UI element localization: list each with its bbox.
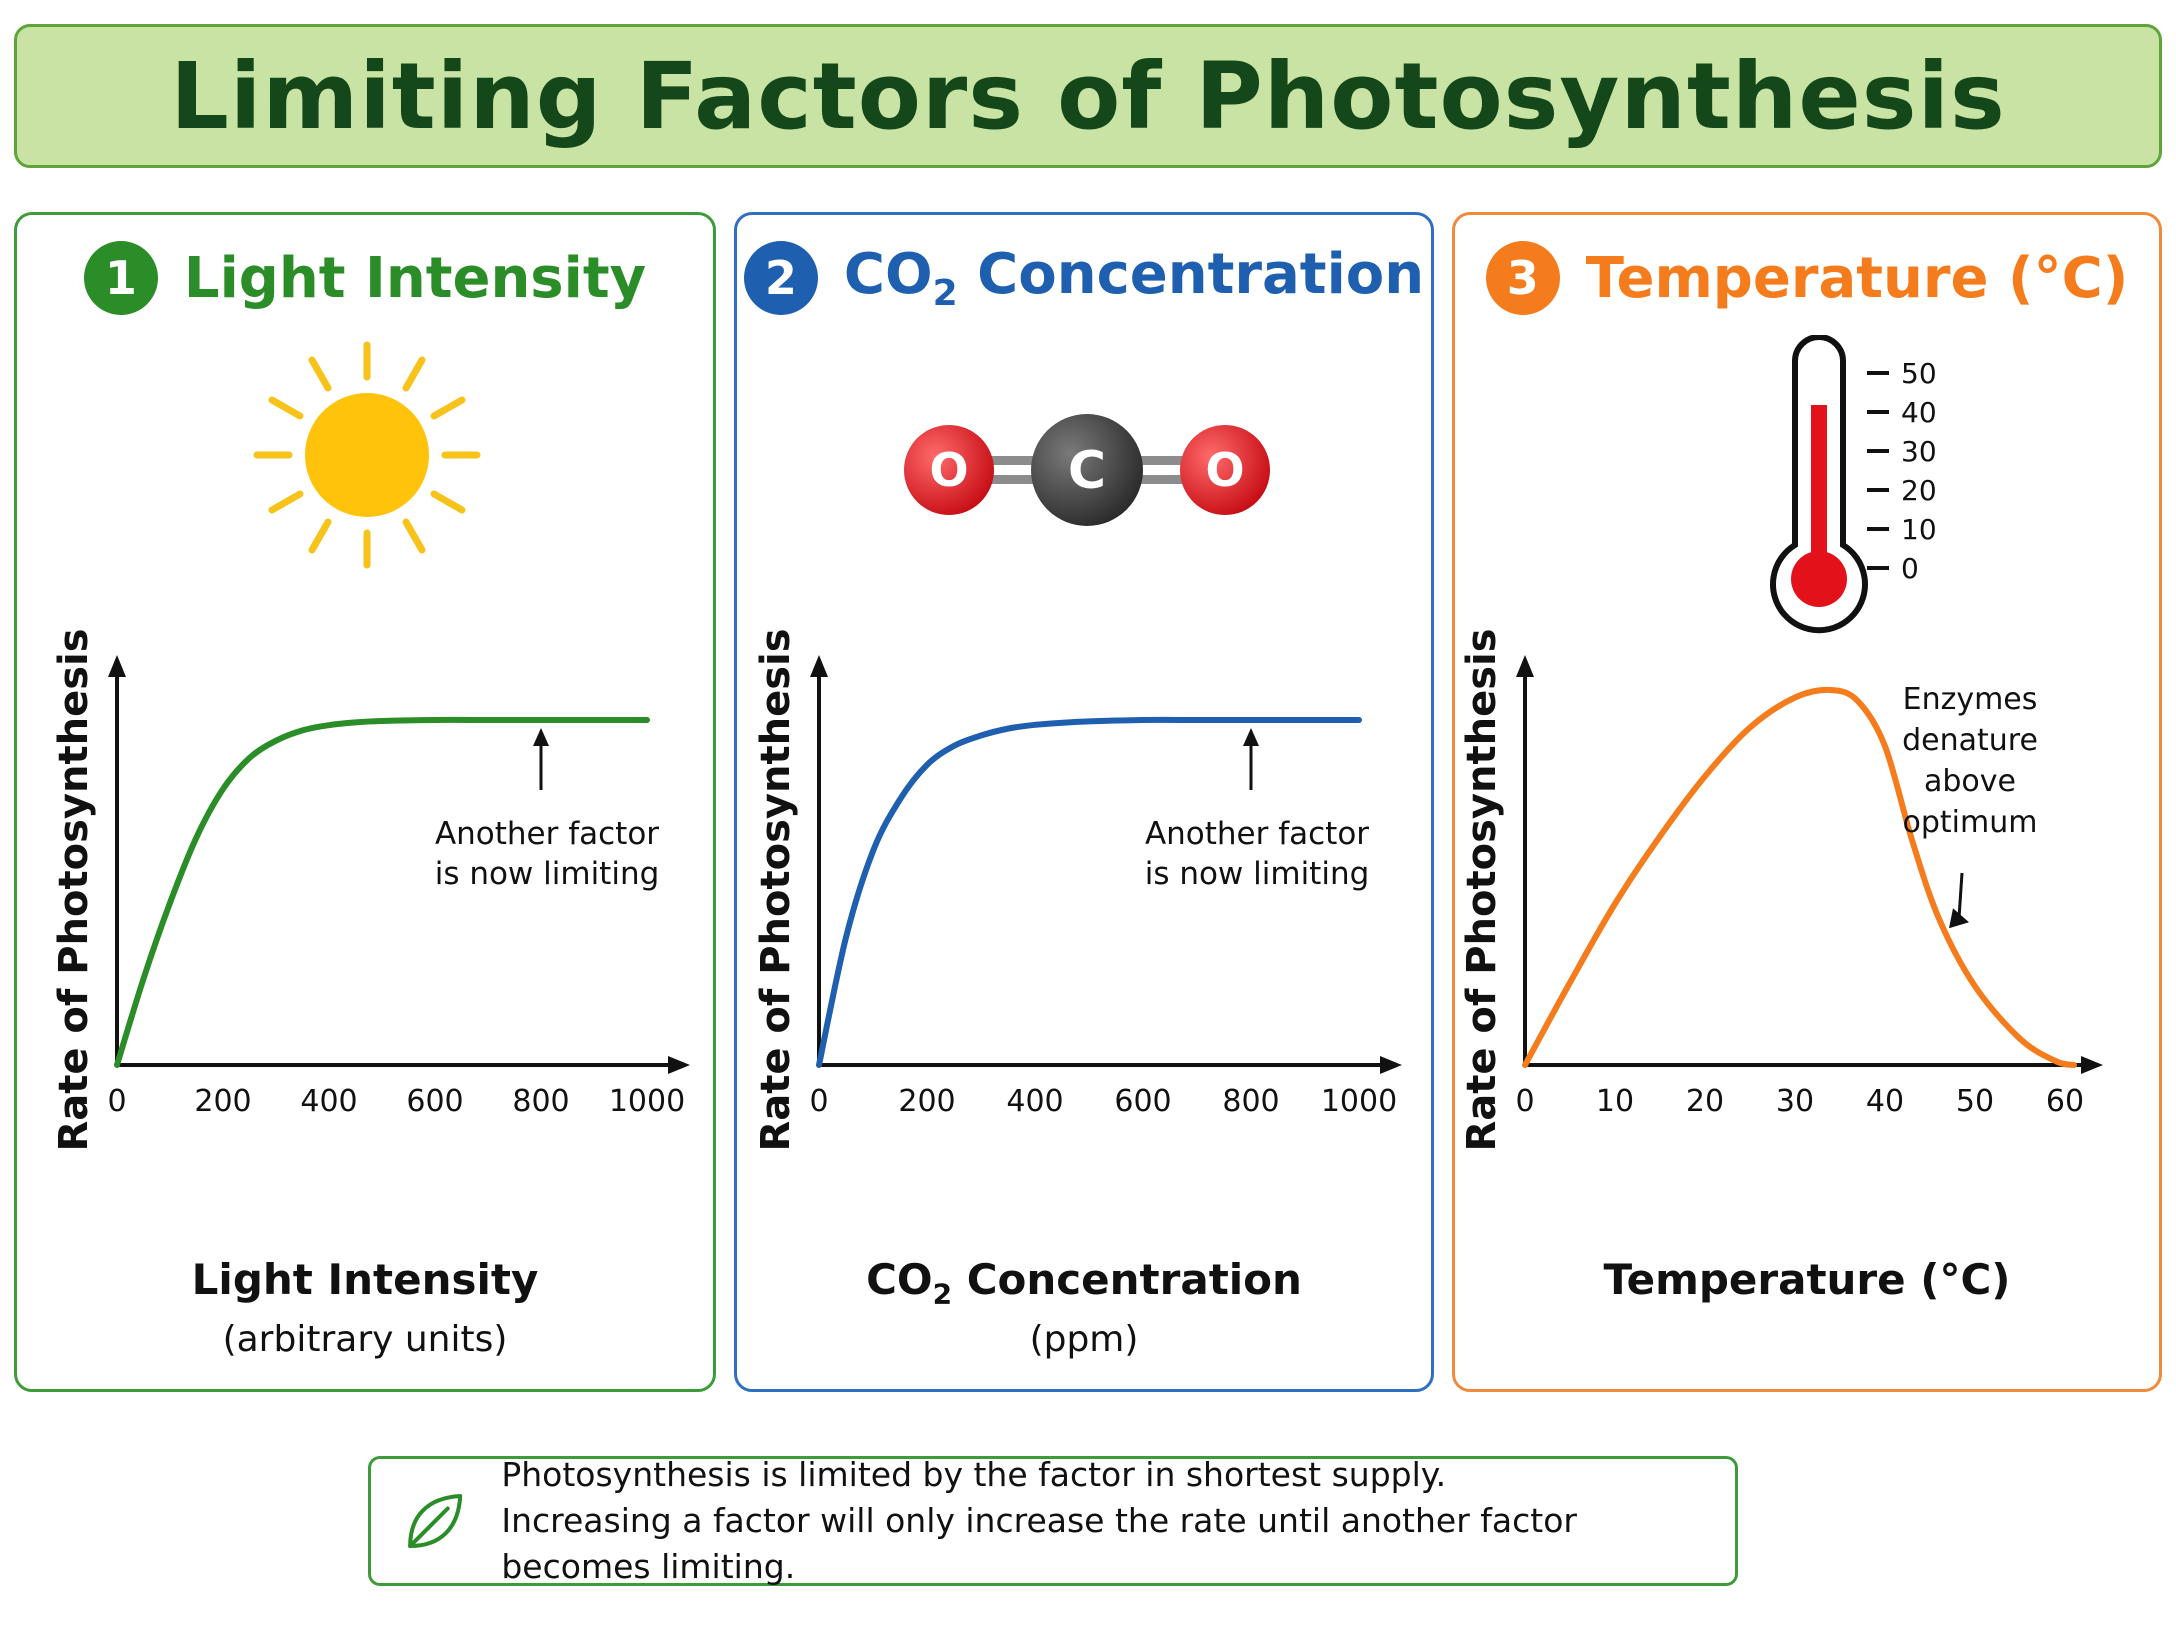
number-badge: 2 xyxy=(743,241,818,315)
x-tick-label: 20 xyxy=(1686,1084,1724,1119)
x-tick-label: 50 xyxy=(1956,1084,1994,1119)
x-axis-label: Light Intensity xyxy=(191,1255,539,1304)
carbon-label: C xyxy=(1068,441,1106,501)
page-title: Limiting Factors of Photosynthesis xyxy=(170,42,2006,150)
x-tick-label: 0 xyxy=(107,1084,126,1119)
title-banner: Limiting Factors of Photosynthesis xyxy=(14,24,2162,168)
summary-text: Photosynthesis is limited by the factor … xyxy=(501,1452,1735,1590)
number-badge: 3 xyxy=(1485,241,1560,315)
annotation-arrowhead xyxy=(533,728,549,746)
y-axis-arrow xyxy=(1516,655,1534,677)
x-tick-label: 40 xyxy=(1866,1084,1904,1119)
panel-light-intensity: 1 Light Intensity Rate of Photosynthesis… xyxy=(14,212,716,1392)
panel-co2-concentration: 2 CO2 Concentration O C O Rate of Photos… xyxy=(734,212,1434,1392)
panel-title: 1 Light Intensity xyxy=(17,241,713,315)
x-tick-label: 10 xyxy=(1596,1084,1634,1119)
light-intensity-chart: Rate of Photosynthesis 0 200 400 600 800 1000 A… xyxy=(51,628,690,1152)
sun-icon xyxy=(253,341,481,569)
annotation-text: optimum xyxy=(1903,805,2038,840)
thermometer-tick-label: 20 xyxy=(1901,474,1937,507)
y-axis-label: Rate of Photosynthesis xyxy=(753,628,799,1151)
x-tick-label: 1000 xyxy=(609,1084,685,1119)
co2-molecule-icon: O C O xyxy=(904,414,1270,526)
thermometer-tick-label: 50 xyxy=(1901,357,1937,390)
oxygen-left-label: O xyxy=(929,443,968,497)
y-axis-arrow xyxy=(810,655,828,677)
y-axis-label: Rate of Photosynthesis xyxy=(51,628,97,1151)
x-axis-arrow xyxy=(2081,1056,2103,1074)
x-tick-label: 0 xyxy=(809,1084,828,1119)
panel-title: 3 Temperature (°C) xyxy=(1455,241,2159,315)
summary-box: Photosynthesis is limited by the factor … xyxy=(368,1455,1738,1586)
number-badge: 1 xyxy=(83,241,158,315)
panel-title-text: CO2 Concentration xyxy=(844,242,1424,314)
thermometer-tick-label: 30 xyxy=(1901,435,1937,468)
x-axis-unit: (arbitrary units) xyxy=(222,1319,508,1360)
x-tick-label: 600 xyxy=(406,1084,463,1119)
thermometer-tick-label: 0 xyxy=(1901,552,1919,585)
summary-line-1: Photosynthesis is limited by the factor … xyxy=(501,1455,1447,1494)
summary-line-2: Increasing a factor will only increase t… xyxy=(501,1501,1577,1586)
annotation-text: is now limiting xyxy=(435,856,660,892)
x-tick-label: 200 xyxy=(194,1084,251,1119)
annotation-text: Another factor xyxy=(1145,816,1369,852)
co2-concentration-chart: Rate of Photosynthesis 0 200 400 600 800 1000 A… xyxy=(753,628,1402,1152)
title-subscript: 2 xyxy=(932,273,958,315)
x-axis-label: CO2 Concentration xyxy=(737,1255,1431,1310)
x-tick-label: 800 xyxy=(512,1084,569,1119)
title-rest: Concentration xyxy=(957,241,1425,307)
x-axis-unit: (ppm) xyxy=(1029,1319,1139,1360)
panel-title: 2 CO2 Concentration xyxy=(737,241,1431,315)
x-tick-label: 400 xyxy=(300,1084,357,1119)
x-tick-label: 1000 xyxy=(1321,1084,1397,1119)
x-tick-label: 60 xyxy=(2046,1084,2084,1119)
annotation-arrowhead xyxy=(1243,728,1259,746)
y-axis-arrow xyxy=(108,655,126,677)
series-line xyxy=(114,716,650,1068)
x-tick-label: 400 xyxy=(1006,1084,1063,1119)
series-line xyxy=(1522,686,2077,1068)
panel-temperature: 3 Temperature (°C) 50 40 30 20 10 0 Rate of P… xyxy=(1452,212,2162,1392)
xlabel-co: CO xyxy=(866,1255,933,1304)
annotation-text: denature xyxy=(1902,723,2038,758)
panel-title-text: Light Intensity xyxy=(183,245,647,311)
x-tick-label: 0 xyxy=(1515,1084,1534,1119)
panel-title-text: Temperature (°C) xyxy=(1585,245,2129,311)
series-line xyxy=(816,716,1362,1068)
annotation-text: is now limiting xyxy=(1145,856,1370,892)
annotation-text: Enzymes xyxy=(1903,682,2038,717)
thermometer-tick-label: 10 xyxy=(1901,513,1937,546)
x-tick-label: 200 xyxy=(898,1084,955,1119)
annotation-arrowhead xyxy=(1949,908,1969,929)
x-tick-label: 30 xyxy=(1776,1084,1814,1119)
oxygen-right-label: O xyxy=(1205,443,1244,497)
x-axis-arrow xyxy=(1380,1056,1402,1074)
y-axis-label: Rate of Photosynthesis xyxy=(1459,628,1505,1151)
x-tick-label: 600 xyxy=(1114,1084,1171,1119)
x-axis-label: Temperature (°C) xyxy=(1603,1255,2011,1304)
xlabel-subscript: 2 xyxy=(932,1277,953,1311)
temperature-chart: Rate of Photosynthesis 0 10 20 30 40 50 60 Enzym… xyxy=(1459,628,2103,1152)
title-co: CO xyxy=(843,241,933,307)
annotation-text: Another factor xyxy=(435,816,659,852)
annotation-text: above xyxy=(1924,764,2016,799)
x-tick-label: 800 xyxy=(1222,1084,1279,1119)
leaf-icon xyxy=(408,1493,463,1549)
thermometer-icon: 50 40 30 20 10 0 xyxy=(1770,335,1937,634)
xlabel-rest: Concentration xyxy=(952,1255,1302,1304)
thermometer-tick-label: 40 xyxy=(1901,396,1937,429)
annotation-arrow xyxy=(1957,872,1964,919)
x-axis-arrow xyxy=(668,1056,690,1074)
